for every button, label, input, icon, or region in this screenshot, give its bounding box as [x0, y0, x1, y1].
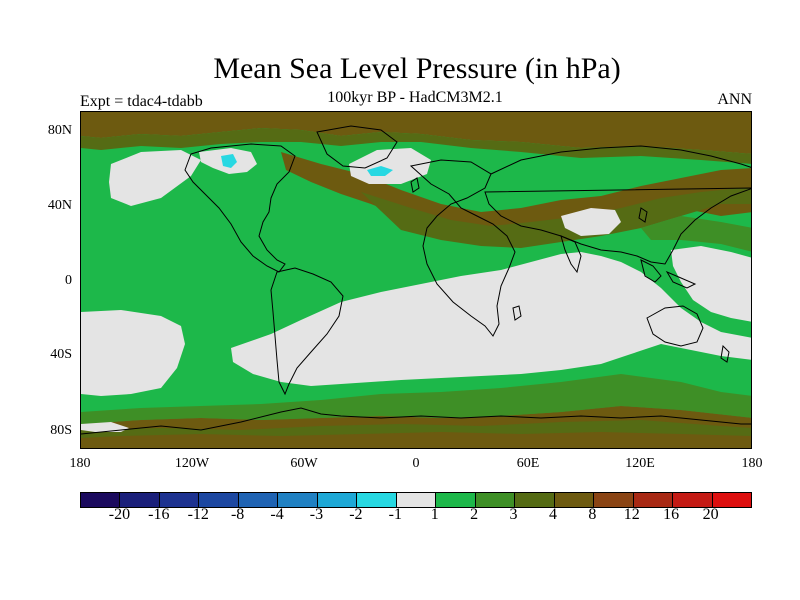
- field-pacific-olive: [641, 216, 751, 252]
- colorbar-label: 16: [663, 506, 680, 523]
- colorbar-label: 20: [702, 506, 719, 523]
- colorbar-label: -8: [230, 506, 245, 523]
- field-eurasia-olive: [361, 188, 751, 248]
- lat-label-40n: 40N: [47, 198, 72, 213]
- field-npacific-neutral: [109, 150, 201, 206]
- colorbar-box: [633, 493, 674, 507]
- field-greenland-cyan: [367, 166, 393, 176]
- colorbar-label: 12: [623, 506, 640, 523]
- field-arctic-olive: [81, 128, 751, 164]
- colorbar: [80, 492, 752, 508]
- colorbar-label: -1: [388, 506, 402, 523]
- colorbar-box: [159, 493, 200, 507]
- colorbar-box: [357, 493, 397, 507]
- colorbar-labels: -20 -16 -12 -8 -4 -3 -2 -1 1 2 3 4 8 12 16 20: [80, 506, 750, 526]
- field-greenland-neutral: [349, 148, 431, 184]
- colorbar-box: [515, 493, 555, 507]
- colorbar-box: [278, 493, 318, 507]
- field-canada-cyan: [221, 154, 237, 168]
- colorbar-box: [554, 493, 595, 507]
- colorbar-box: [475, 493, 516, 507]
- colorbar-label: 1: [430, 506, 439, 523]
- colorbar-box: [317, 493, 358, 507]
- pressure-anomaly-map: [80, 111, 752, 449]
- lat-label-0: 0: [65, 273, 72, 288]
- field-arctic-brown: [81, 112, 751, 154]
- colorbar-label: -20: [108, 506, 131, 523]
- field-satlantic-neutral: [231, 252, 751, 386]
- lat-label-80s: 80S: [50, 423, 72, 438]
- lon-label-60e: 60E: [516, 456, 540, 471]
- lon-label-0: 0: [412, 456, 420, 471]
- map-canvas: [81, 112, 751, 448]
- colorbar-label: 8: [588, 506, 597, 523]
- colorbar-label: 4: [548, 506, 557, 523]
- lon-label-120w: 120W: [174, 456, 210, 471]
- lat-label-80n: 80N: [47, 123, 72, 138]
- map-subtitle: 100kyr BP - HadCM3M2.1: [327, 89, 503, 106]
- colorbar-box: [594, 493, 634, 507]
- map-title: Mean Sea Level Pressure (in hPa): [213, 52, 621, 85]
- colorbar-box: [238, 493, 279, 507]
- lat-label-40s: 40S: [50, 347, 72, 362]
- lon-label-180w: 180: [69, 456, 91, 471]
- colorbar-box: [199, 493, 239, 507]
- field-antarctic-olive: [81, 420, 751, 438]
- field-southern-neutral: [81, 310, 185, 396]
- colorbar-box: [81, 493, 121, 507]
- colorbar-label: 2: [470, 506, 479, 523]
- field-antarctic-neutral: [81, 422, 129, 432]
- colorbar-box: [120, 493, 160, 507]
- field-wpacific-neutral: [671, 246, 751, 322]
- field-asia-neutral: [561, 208, 621, 236]
- experiment-label: Expt = tdac4-tdabb: [80, 93, 203, 110]
- colorbar-box: [673, 493, 713, 507]
- colorbar-label: -12: [187, 506, 209, 523]
- colorbar-label: -2: [349, 506, 363, 523]
- colorbar-box: [396, 493, 437, 507]
- lon-label-60w: 60W: [290, 456, 318, 471]
- field-southern-olive: [81, 374, 751, 424]
- colorbar-label: 3: [509, 506, 518, 523]
- colorbar-label: -4: [270, 506, 284, 523]
- colorbar-box: [712, 493, 751, 507]
- coastlines: [81, 125, 751, 435]
- colorbar-label: -16: [148, 506, 170, 523]
- colorbar-box: [436, 493, 476, 507]
- season-label: ANN: [717, 91, 752, 108]
- lon-label-180e: 180: [741, 456, 763, 471]
- colorbar-label: -3: [309, 506, 324, 523]
- lon-label-120e: 120E: [625, 456, 655, 471]
